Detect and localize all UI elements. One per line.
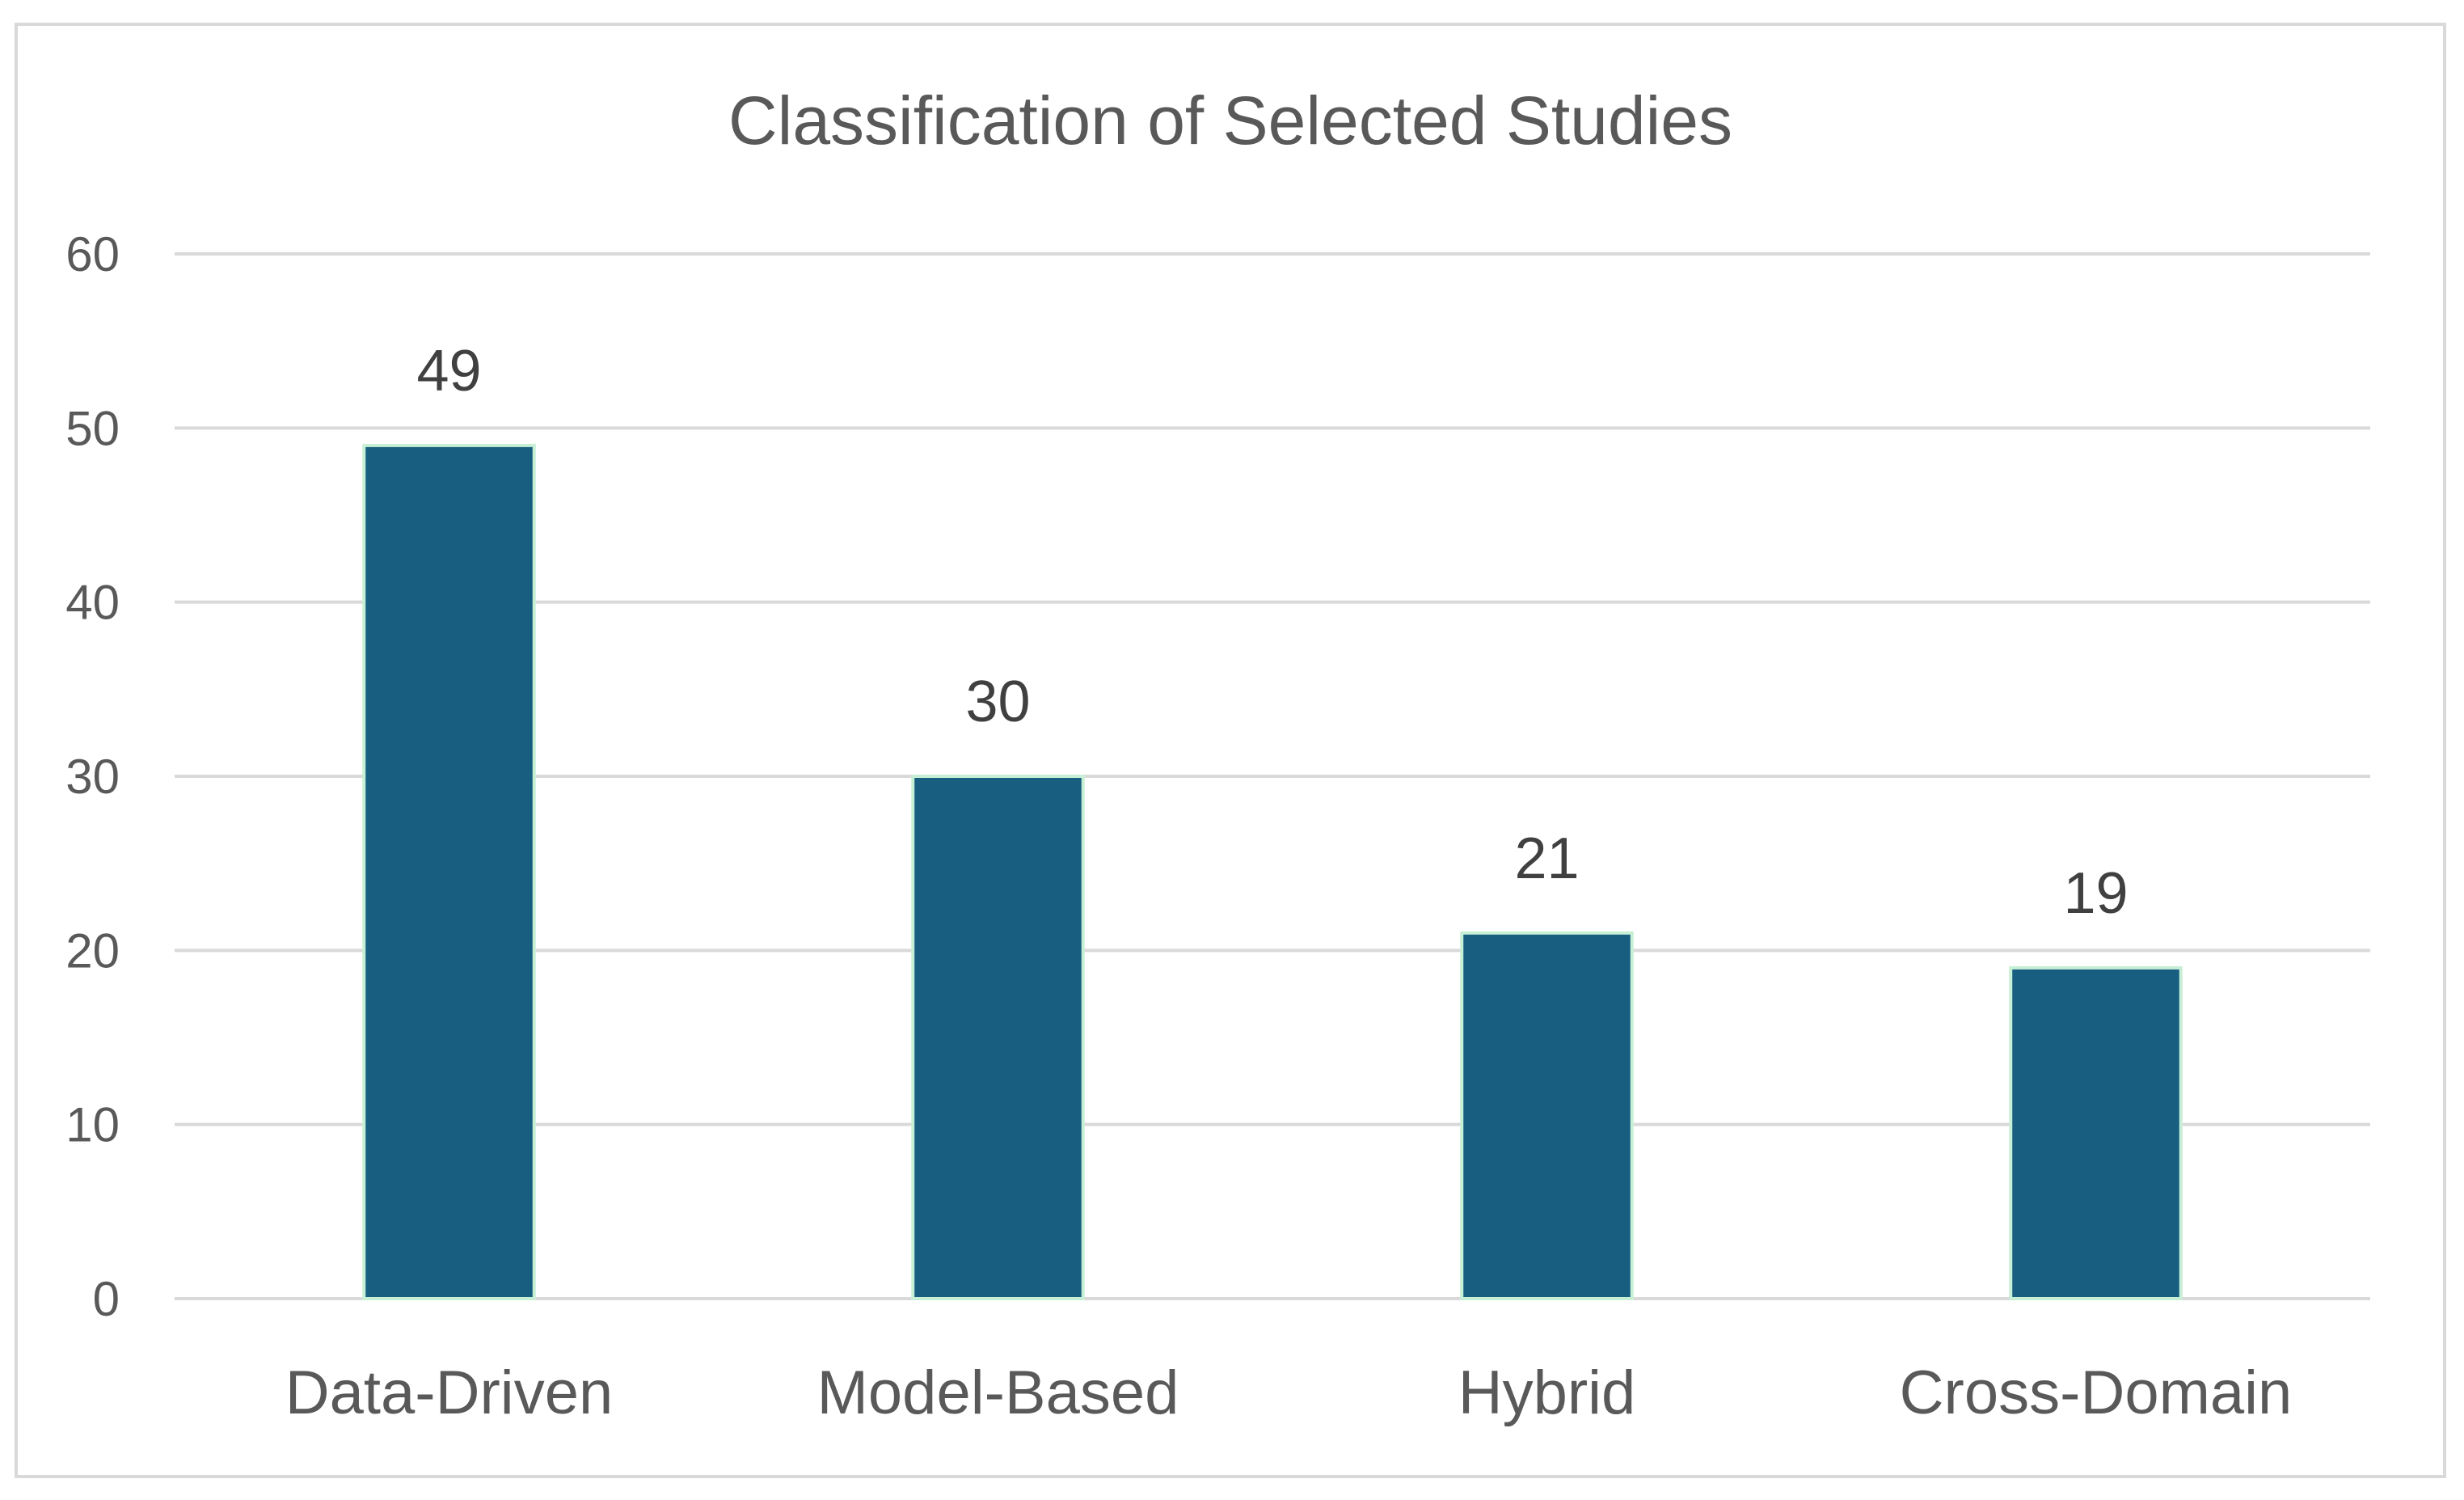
x-tick-label-hybrid: Hybrid (1458, 1358, 1636, 1427)
y-tick-label-20: 20 (65, 923, 120, 978)
y-tick-label-50: 50 (65, 401, 120, 455)
y-tick-label-30: 30 (65, 750, 120, 804)
bars (362, 443, 2183, 1301)
data-labels: 49 30 21 19 (416, 339, 2128, 926)
y-axis-tick-labels: 0 10 20 30 40 50 60 (65, 227, 120, 1326)
y-tick-label-40: 40 (65, 576, 120, 630)
x-tick-label-model-based: Model-Based (817, 1358, 1179, 1427)
x-tick-label-cross-domain: Cross-Domain (1900, 1358, 2293, 1427)
y-tick-label-0: 0 (93, 1272, 120, 1326)
x-tick-label-data-driven: Data-Driven (285, 1358, 613, 1427)
bar-hybrid (1460, 931, 1634, 1301)
y-tick-label-10: 10 (65, 1098, 120, 1152)
bar-cross-domain (2009, 965, 2183, 1301)
data-label-cross-domain: 19 (2063, 861, 2128, 926)
data-label-model-based: 30 (965, 670, 1030, 734)
gridlines (175, 252, 2370, 1300)
bar-data-driven (362, 443, 536, 1300)
x-axis-category-labels: Data-Driven Model-Based Hybrid Cross-Domain (285, 1358, 2293, 1427)
data-label-data-driven: 49 (416, 339, 481, 404)
y-tick-label-60: 60 (65, 227, 120, 281)
chart-title: Classification of Selected Studies (728, 82, 1732, 158)
bar-model-based (911, 775, 1085, 1300)
data-label-hybrid: 21 (1514, 826, 1579, 891)
